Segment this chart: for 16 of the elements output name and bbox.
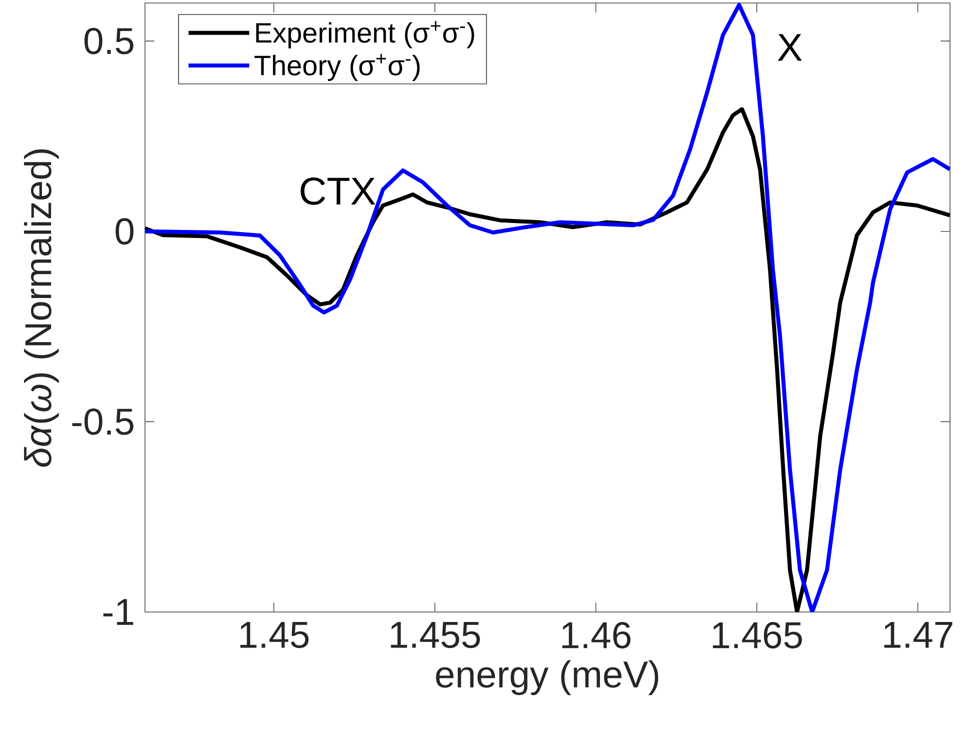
x-tick-label: 1.455 (390, 622, 480, 648)
x-tick-label: 1.46 (562, 622, 630, 648)
y-tick-label: 0 (116, 218, 134, 245)
x-tick-label: 1.47 (884, 622, 952, 648)
legend-label: Theory (σ$^{+}$σ$^{-}$) (254, 54, 420, 81)
x-axis-title: energy (meV) (436, 660, 658, 696)
line-series (145, 2, 950, 612)
x-tick-label: 1.45 (240, 622, 309, 648)
y-tick-label: -1 (103, 599, 134, 625)
legend-label: Experiment (σ$^{+}$σ$^{-}$) (256, 21, 474, 48)
y-axis-title: δα(ω) (Normalized) (24, 149, 59, 467)
annotation: CTX (300, 177, 376, 205)
y-tick-label: -0.5 (72, 408, 134, 435)
annotation: X (778, 34, 802, 61)
x-tick-label: 1.465 (712, 622, 802, 648)
y-tick-label: 0.5 (84, 28, 134, 54)
